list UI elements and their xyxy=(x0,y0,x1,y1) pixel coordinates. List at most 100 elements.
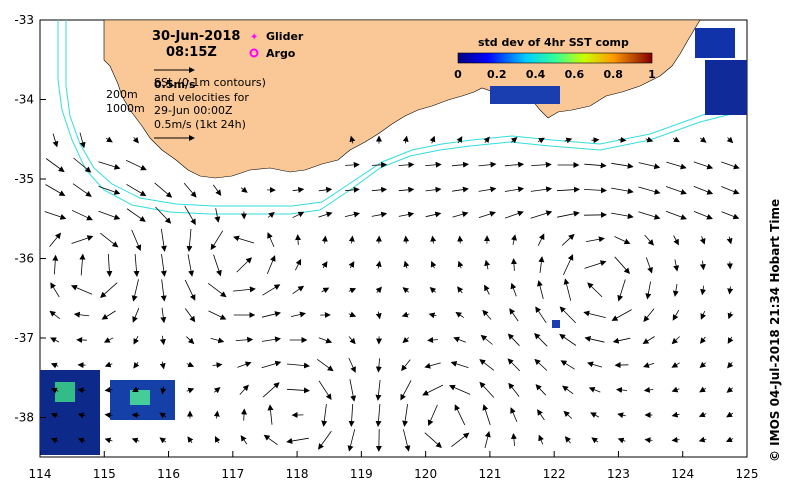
velocity-arrow xyxy=(183,182,197,198)
velocity-arrow xyxy=(126,184,147,197)
lon-tick-label: 125 xyxy=(736,467,759,481)
velocity-arrow xyxy=(348,357,356,373)
velocity-arrow xyxy=(425,211,442,218)
velocity-arrow xyxy=(160,229,167,252)
velocity-arrow xyxy=(591,137,600,144)
velocity-arrow xyxy=(104,386,113,393)
lon-tick-label: 121 xyxy=(478,467,501,481)
velocity-arrow xyxy=(159,361,166,370)
velocity-arrow xyxy=(484,431,491,449)
glider-marker-icon: ✦ xyxy=(250,32,258,43)
velocity-arrow xyxy=(480,334,493,345)
velocity-arrow xyxy=(241,408,248,421)
velocity-arrow xyxy=(103,337,114,343)
velocity-arrow xyxy=(563,254,574,276)
lon-tick-label: 119 xyxy=(350,467,373,481)
velocity-arrow xyxy=(159,412,167,419)
velocity-arrow xyxy=(160,307,167,324)
velocity-arrow xyxy=(213,410,220,419)
velocity-arrow xyxy=(239,384,249,395)
velocity-arrow xyxy=(71,209,93,221)
lon-tick-label: 114 xyxy=(29,467,52,481)
velocity-arrow xyxy=(371,211,388,218)
velocity-arrow xyxy=(131,229,142,252)
velocity-arrow xyxy=(52,133,59,148)
velocity-arrow xyxy=(726,236,733,245)
velocity-arrow xyxy=(321,235,328,244)
velocity-arrow xyxy=(451,161,469,168)
velocity-arrow xyxy=(556,186,580,193)
velocity-arrow xyxy=(725,436,734,443)
velocity-arrow xyxy=(295,234,301,245)
velocity-arrow xyxy=(106,253,113,277)
velocity-arrow xyxy=(645,136,654,143)
velocity-arrow xyxy=(133,253,140,277)
velocity-arrow xyxy=(186,228,193,252)
lat-tick-label: -38 xyxy=(14,411,34,425)
velocity-arrow xyxy=(154,182,173,198)
velocity-arrow xyxy=(644,234,654,246)
velocity-arrow xyxy=(52,254,59,275)
velocity-arrow xyxy=(479,381,495,398)
velocity-arrow xyxy=(375,311,382,320)
lon-tick-label: 120 xyxy=(414,467,437,481)
colorbar xyxy=(457,52,653,64)
velocity-arrow xyxy=(403,235,410,244)
velocity-arrow xyxy=(184,205,196,226)
velocity-arrow xyxy=(101,310,116,320)
velocity-arrow xyxy=(49,310,61,320)
velocity-arrow xyxy=(586,236,605,243)
velocity-arrow xyxy=(671,411,680,418)
velocity-arrow xyxy=(371,161,388,168)
velocity-arrow xyxy=(645,257,653,274)
velocity-arrow xyxy=(236,257,253,273)
velocity-arrow xyxy=(398,161,415,168)
velocity-arrow xyxy=(561,233,575,246)
velocity-arrow xyxy=(483,136,490,144)
velocity-arrow xyxy=(261,336,281,343)
velocity-arrow xyxy=(583,187,607,194)
velocity-arrow xyxy=(402,287,410,294)
velocity-arrow xyxy=(50,387,59,394)
colorbar-tick-label: 0.6 xyxy=(565,68,585,81)
velocity-arrow xyxy=(321,404,328,427)
velocity-arrow xyxy=(693,161,714,170)
velocity-arrow xyxy=(104,412,113,419)
velocity-arrow xyxy=(160,254,167,277)
lon-tick-label: 122 xyxy=(543,467,566,481)
velocity-arrow xyxy=(401,311,410,318)
velocity-arrow xyxy=(100,232,119,248)
velocity-arrow xyxy=(535,306,547,324)
velocity-line-1: and velocities for xyxy=(154,91,249,104)
velocity-arrow xyxy=(318,337,333,344)
velocity-arrow xyxy=(266,255,276,275)
velocity-arrow xyxy=(50,412,59,419)
velocity-arrow xyxy=(672,309,680,321)
velocity-scale-label: 0.5m/s (1kt 24h) xyxy=(154,118,246,131)
velocity-arrow xyxy=(348,403,355,427)
velocity-arrow xyxy=(588,386,601,393)
velocity-arrow xyxy=(699,236,706,245)
velocity-arrow xyxy=(429,135,436,144)
velocity-arrow xyxy=(186,336,195,345)
velocity-arrow xyxy=(591,437,599,444)
velocity-arrow xyxy=(375,403,382,427)
velocity-arrow xyxy=(159,437,167,444)
velocity-arrow xyxy=(482,404,491,426)
velocity-arrow xyxy=(530,186,553,193)
velocity-arrow xyxy=(321,287,330,294)
velocity-arrow xyxy=(49,232,62,247)
velocity-arrow xyxy=(398,211,415,218)
velocity-arrow xyxy=(699,136,707,143)
velocity-arrow xyxy=(267,404,274,425)
velocity-arrow xyxy=(673,259,680,272)
velocity-arrow xyxy=(612,337,631,344)
velocity-arrow xyxy=(611,187,634,194)
velocity-arrow xyxy=(700,310,707,320)
velocity-arrow xyxy=(454,404,466,426)
velocity-arrow xyxy=(286,387,310,394)
velocity-arrow xyxy=(726,386,734,393)
velocity-arrow xyxy=(617,437,626,444)
velocity-arrow xyxy=(79,132,86,149)
velocity-arrow xyxy=(672,284,679,297)
